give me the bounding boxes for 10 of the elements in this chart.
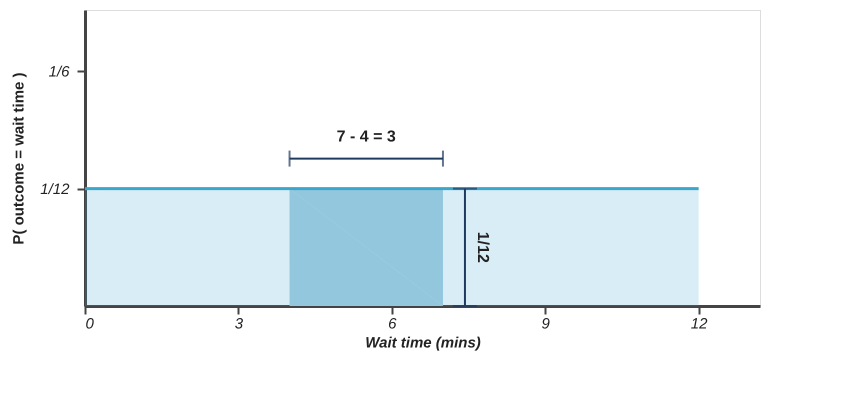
x-tick-label: 3 bbox=[234, 316, 244, 332]
annotation: 1/12 bbox=[474, 232, 491, 263]
x-tick-label: 12 bbox=[690, 316, 708, 332]
x-tick-label: 6 bbox=[388, 316, 398, 332]
annotation: 7 - 4 = 3 bbox=[336, 128, 396, 146]
y-tick-label: 1/6 bbox=[48, 64, 70, 81]
y-axis-title: P( outcome = wait time ) bbox=[10, 72, 28, 245]
x-tick-label: 9 bbox=[542, 316, 551, 332]
x-axis-title: Wait time (mins) bbox=[365, 334, 481, 352]
x-tick-label: 0 bbox=[86, 316, 94, 332]
